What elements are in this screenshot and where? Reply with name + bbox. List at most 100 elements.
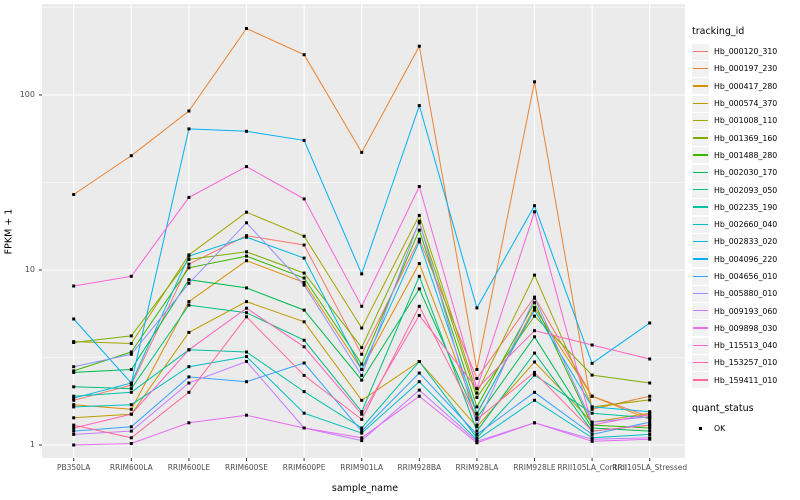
data-point xyxy=(360,429,364,433)
data-point xyxy=(72,385,76,389)
data-point xyxy=(245,286,248,290)
legend-key-line-icon xyxy=(693,102,708,104)
y-tick-label: 10 xyxy=(24,265,35,274)
data-point xyxy=(302,345,306,349)
data-point xyxy=(590,373,594,377)
legend-entry-Hb_001008_110: Hb_001008_110 xyxy=(692,112,798,129)
legend-entry-Hb_002660_040: Hb_002660_040 xyxy=(692,216,798,233)
data-point xyxy=(360,304,364,308)
data-point xyxy=(245,300,248,304)
legend-key-swatch xyxy=(692,164,709,181)
data-point xyxy=(72,429,76,433)
data-point xyxy=(129,436,133,440)
data-point xyxy=(475,432,479,436)
data-point xyxy=(417,262,421,265)
legend-entry-label: Hb_153257_010 xyxy=(714,358,778,368)
data-point xyxy=(245,259,248,263)
data-point xyxy=(245,129,248,133)
legend-key-swatch xyxy=(692,95,709,112)
data-point xyxy=(360,368,364,371)
data-point xyxy=(129,390,133,394)
legend-key-swatch xyxy=(692,354,709,371)
data-point xyxy=(360,150,364,154)
data-point xyxy=(187,278,191,282)
data-point xyxy=(648,423,652,427)
data-point xyxy=(129,383,133,387)
data-point xyxy=(417,240,421,244)
data-point xyxy=(245,27,248,30)
data-point xyxy=(360,431,364,435)
legend-key-line-icon xyxy=(693,292,708,295)
legend-entry-Hb_000574_370: Hb_000574_370 xyxy=(692,95,798,112)
data-point xyxy=(360,378,364,382)
legend-key-swatch xyxy=(692,130,709,147)
data-point xyxy=(417,360,421,363)
data-point xyxy=(302,320,306,324)
legend-key-line-icon xyxy=(693,50,708,53)
legend-entry-Hb_004096_220: Hb_004096_220 xyxy=(692,251,798,268)
data-point xyxy=(360,436,364,440)
data-point xyxy=(129,352,133,356)
data-point xyxy=(245,306,248,310)
legend-key-line-icon xyxy=(693,258,708,260)
data-point xyxy=(129,274,133,278)
data-point xyxy=(129,403,133,407)
data-point xyxy=(417,287,421,291)
data-point xyxy=(417,228,421,232)
data-point xyxy=(533,314,536,318)
data-point xyxy=(302,138,306,142)
data-point xyxy=(590,405,594,409)
data-point xyxy=(245,350,248,354)
data-point xyxy=(72,423,76,427)
legend-entry-Hb_005880_010: Hb_005880_010 xyxy=(692,285,798,302)
data-point xyxy=(475,391,479,395)
data-point xyxy=(302,411,306,415)
data-point xyxy=(302,426,306,430)
data-point xyxy=(590,411,594,415)
legend-key-line-icon xyxy=(693,85,708,87)
data-point xyxy=(245,210,248,214)
legend-key-line-icon xyxy=(693,310,708,312)
data-point xyxy=(417,185,421,188)
legend-entry-label: Hb_000197_230 xyxy=(714,64,778,74)
data-point xyxy=(417,304,421,308)
legend-entry-Hb_153257_010: Hb_153257_010 xyxy=(692,354,798,371)
data-point xyxy=(590,361,594,365)
legend-entry-Hb_001488_280: Hb_001488_280 xyxy=(692,147,798,164)
legend-entry-label: Hb_159411_010 xyxy=(714,375,778,385)
data-point xyxy=(129,425,133,429)
data-point xyxy=(417,371,421,375)
data-point xyxy=(72,416,76,420)
legend-key-swatch xyxy=(692,420,709,437)
legend-key-swatch xyxy=(692,268,709,285)
data-point xyxy=(648,394,652,398)
legend-entry-label: OK xyxy=(714,424,726,434)
data-point xyxy=(129,334,133,338)
data-point xyxy=(417,313,421,317)
legend-entry-label: Hb_000417_280 xyxy=(714,81,778,91)
legend-key-line-icon xyxy=(693,361,708,364)
legend-key-swatch xyxy=(692,112,709,129)
data-point xyxy=(648,357,652,361)
data-point xyxy=(302,338,306,342)
data-point xyxy=(187,303,191,307)
data-point xyxy=(72,405,76,409)
data-point xyxy=(533,296,536,300)
data-point xyxy=(417,274,421,278)
data-point xyxy=(533,421,536,425)
data-point xyxy=(360,272,364,276)
y-tick-label: 1 xyxy=(29,440,35,449)
data-point xyxy=(590,432,594,436)
data-point xyxy=(533,398,536,402)
data-point xyxy=(360,410,364,414)
data-point xyxy=(187,254,191,258)
data-point xyxy=(187,281,191,285)
data-point xyxy=(648,412,652,416)
data-point xyxy=(648,410,652,414)
data-point xyxy=(533,329,536,333)
legend-key-line-icon xyxy=(693,154,708,156)
legend-entry-Hb_002093_050: Hb_002093_050 xyxy=(692,181,798,199)
data-point xyxy=(187,330,191,334)
data-point xyxy=(72,443,76,447)
